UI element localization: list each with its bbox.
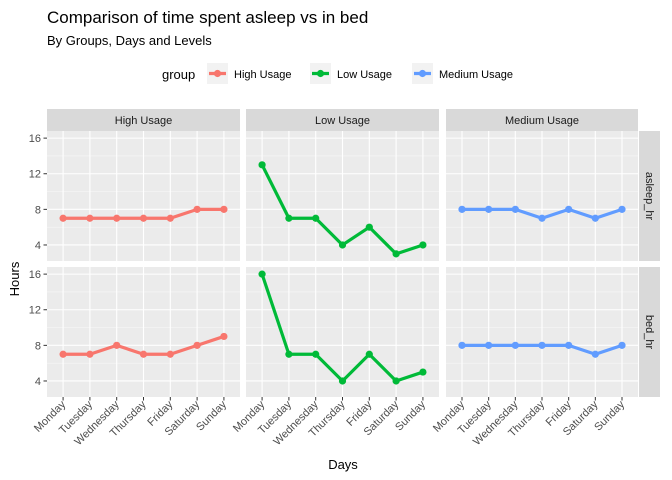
data-point-low-usage-thursday: [338, 241, 347, 249]
data-point-high-usage-monday: [59, 350, 67, 358]
data-point-high-usage-wednesday: [113, 214, 121, 222]
y-tick-label: 8: [35, 340, 41, 352]
x-axis-title: Days: [328, 457, 358, 472]
data-point-low-usage-saturday: [392, 250, 400, 258]
data-point-medium-usage-thursday: [538, 214, 546, 222]
facet-strip-bed-hr: [639, 267, 660, 397]
facet-strip-label: High Usage: [115, 115, 172, 127]
y-tick-label: 16: [29, 269, 41, 281]
y-tick-label: 8: [35, 204, 41, 216]
panels-area: High Usage Low Usage Medium Usage asleep_hr…: [47, 109, 660, 397]
data-point-low-usage-friday: [365, 223, 373, 231]
y-tick-label: 16: [29, 133, 41, 145]
legend-label: Medium Usage: [439, 69, 513, 81]
data-point-low-usage-friday: [365, 350, 373, 358]
data-point-medium-usage-saturday: [591, 214, 599, 222]
data-point-high-usage-monday: [59, 214, 67, 222]
chart-title: Comparison of time spent asleep vs in be…: [47, 8, 368, 27]
legend-label: Low Usage: [337, 69, 392, 81]
data-point-medium-usage-friday: [565, 205, 573, 213]
data-point-medium-usage-wednesday: [511, 341, 519, 349]
chart-subtitle: By Groups, Days and Levels: [47, 33, 212, 48]
panel-medium-usage-bed-hr: [446, 267, 638, 397]
legend-key-point: [213, 69, 222, 78]
data-point-high-usage-saturday: [193, 341, 201, 349]
x-tick-label: Sunday: [592, 398, 627, 433]
y-tick-label: 4: [35, 376, 41, 388]
data-point-medium-usage-sunday: [618, 205, 626, 213]
data-point-medium-usage-monday: [458, 205, 466, 213]
data-point-low-usage-sunday: [419, 241, 427, 249]
legend-key-point: [418, 69, 427, 78]
panel-high-usage-bed-hr: [47, 267, 240, 397]
legend: group High Usage Low Usage Medium Usage: [162, 63, 513, 84]
legend-key-point: [316, 69, 325, 78]
legend-item-low-usage: Low Usage: [310, 63, 392, 84]
data-point-high-usage-tuesday: [86, 214, 94, 222]
panel-high-usage-asleep-hr: [47, 131, 240, 261]
panel-medium-usage-asleep-hr: [446, 131, 638, 261]
y-tick-label: 4: [35, 240, 41, 252]
panel-low-usage-asleep-hr: [246, 131, 439, 261]
data-point-low-usage-tuesday: [285, 350, 293, 358]
data-point-low-usage-tuesday: [285, 214, 293, 222]
data-point-medium-usage-thursday: [538, 341, 546, 349]
x-tick-label: Sunday: [393, 398, 428, 433]
panel-low-usage-bed-hr: [246, 267, 439, 397]
y-axis: 4 8 12 16 4 8 12 16: [29, 133, 47, 388]
legend-label: High Usage: [234, 69, 291, 81]
data-point-high-usage-thursday: [139, 214, 148, 222]
data-point-medium-usage-tuesday: [485, 205, 493, 213]
data-point-high-usage-sunday: [220, 205, 228, 213]
data-point-low-usage-thursday: [338, 377, 347, 385]
x-tick-label: Sunday: [194, 398, 229, 433]
data-point-low-usage-monday: [258, 270, 266, 278]
data-point-medium-usage-monday: [458, 341, 466, 349]
data-point-high-usage-thursday: [139, 350, 148, 358]
data-point-low-usage-wednesday: [312, 214, 320, 222]
y-axis-title: Hours: [7, 261, 22, 296]
legend-item-medium-usage: Medium Usage: [412, 63, 513, 84]
data-point-low-usage-sunday: [419, 368, 427, 376]
facet-strip-low-usage: [246, 109, 439, 131]
facet-strip-label: Medium Usage: [505, 115, 579, 127]
data-point-medium-usage-wednesday: [511, 205, 519, 213]
data-point-medium-usage-tuesday: [485, 341, 493, 349]
facet-strip-label: bed_hr: [643, 315, 655, 350]
y-tick-label: 12: [29, 169, 41, 181]
data-point-high-usage-sunday: [220, 332, 228, 341]
data-point-low-usage-monday: [258, 161, 266, 169]
data-point-medium-usage-sunday: [618, 341, 626, 349]
facet-strip-asleep-hr: [639, 131, 660, 261]
legend-title: group: [162, 67, 195, 82]
x-axis: MondayTuesdayWednesdayThursdayFridaySatu…: [32, 397, 627, 448]
y-tick-label: 12: [29, 305, 41, 317]
data-point-high-usage-friday: [166, 350, 174, 358]
data-point-low-usage-saturday: [392, 377, 400, 385]
facet-strip-high-usage: [47, 109, 240, 131]
facet-strip-medium-usage: [446, 109, 638, 131]
data-point-high-usage-tuesday: [86, 350, 94, 358]
facet-strip-label: Low Usage: [315, 115, 370, 127]
data-point-medium-usage-friday: [565, 341, 573, 349]
data-point-high-usage-wednesday: [113, 341, 121, 349]
data-point-high-usage-saturday: [193, 205, 201, 213]
data-point-medium-usage-saturday: [591, 350, 599, 358]
data-point-low-usage-wednesday: [312, 350, 320, 358]
facet-strip-label: asleep_hr: [643, 172, 655, 221]
data-point-high-usage-friday: [166, 214, 174, 222]
legend-item-high-usage: High Usage: [207, 63, 291, 84]
